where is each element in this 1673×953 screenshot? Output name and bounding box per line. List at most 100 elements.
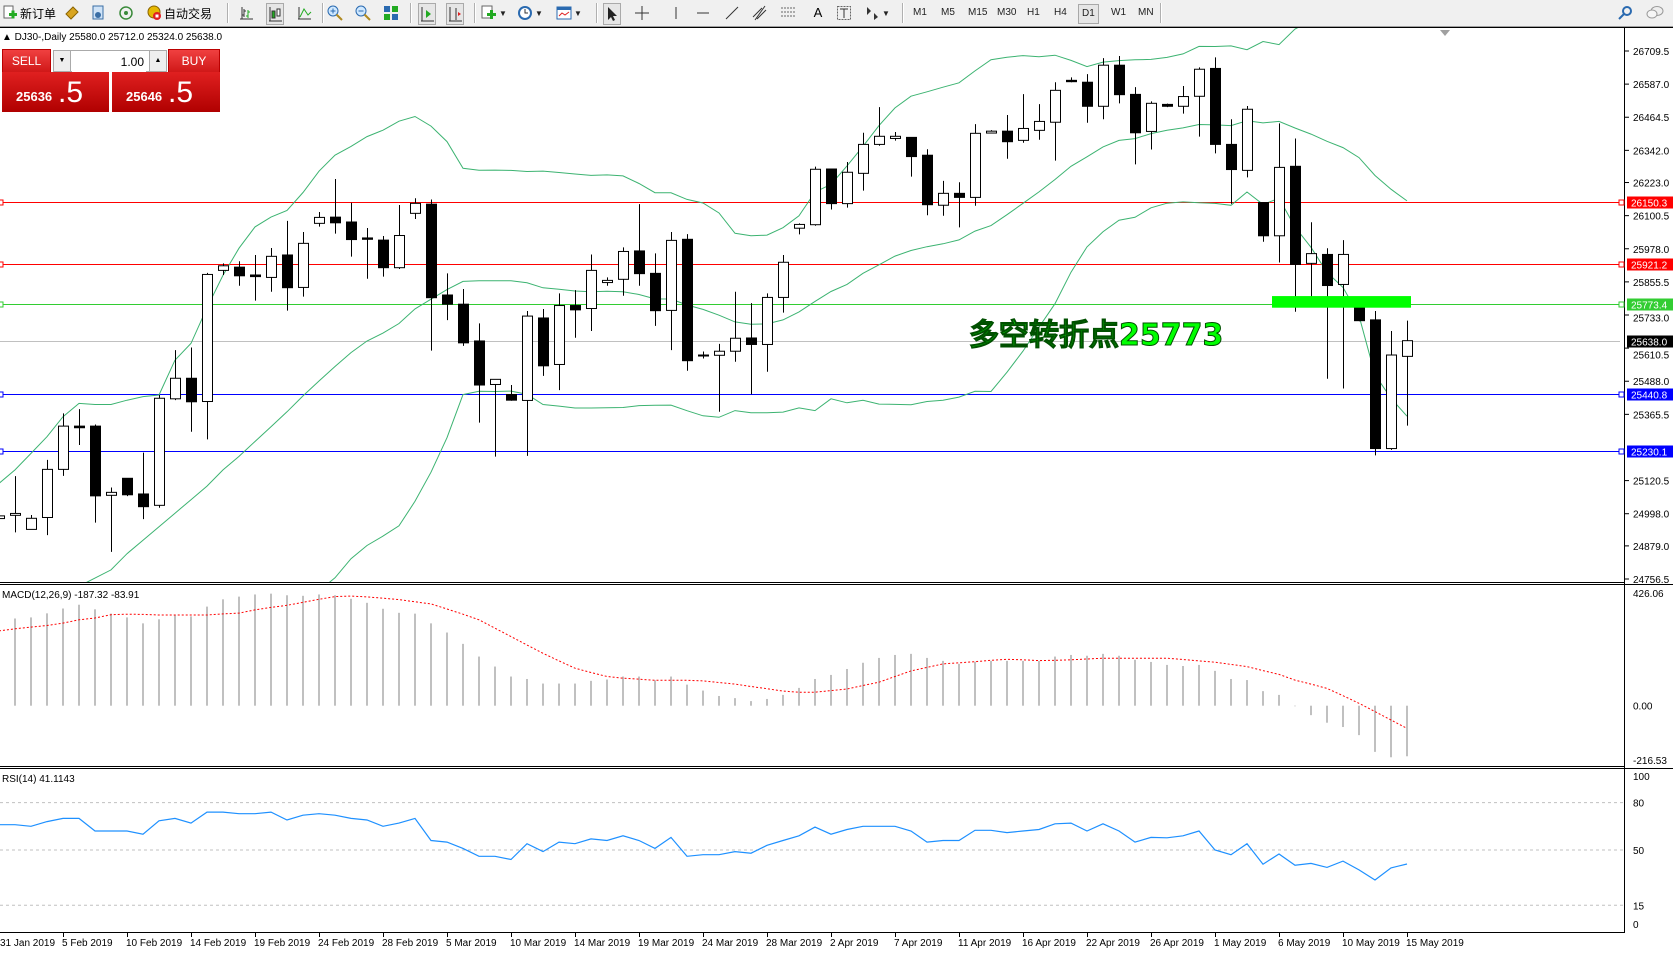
candle-body	[122, 477, 133, 496]
line-chart-button[interactable]	[296, 3, 312, 23]
rsi-tick-label: 15	[1633, 901, 1645, 912]
candle-body	[1098, 64, 1109, 107]
templates-button[interactable]: ▼	[556, 3, 582, 23]
candle-body	[858, 143, 869, 174]
text-label-button[interactable]	[836, 3, 852, 23]
tile-windows-button[interactable]	[383, 3, 399, 23]
date-tick-label: 24 Feb 2019	[318, 938, 375, 949]
candle-body	[1242, 108, 1253, 171]
candle-body	[826, 168, 837, 205]
fibonacci-button[interactable]	[780, 3, 796, 23]
line-handle	[1618, 199, 1625, 206]
new-order-button[interactable]: 新订单	[2, 3, 56, 23]
periods-button[interactable]: ▼	[517, 3, 543, 23]
candle	[282, 220, 293, 311]
candle-body	[1034, 120, 1045, 131]
candle-body	[1258, 202, 1269, 237]
candle	[202, 272, 213, 440]
buy-price-box[interactable]: 25646 .5	[112, 72, 220, 112]
line-handle	[0, 301, 4, 308]
candle	[1370, 310, 1381, 456]
date-tick-label: 5 Feb 2019	[62, 938, 113, 949]
timeframe-m5[interactable]: M5	[941, 7, 955, 18]
market-watch-button[interactable]	[64, 3, 80, 23]
macd-histogram-bar	[942, 660, 944, 706]
price-tick-label: 24998.0	[1633, 510, 1670, 521]
lot-increase-button[interactable]: ▲	[149, 51, 166, 71]
candle-body	[106, 491, 117, 496]
sell-button[interactable]: SELL	[2, 49, 51, 73]
macd-histogram-bar	[94, 609, 96, 706]
candle	[154, 395, 165, 508]
timeframe-w1[interactable]: W1	[1111, 7, 1126, 18]
date-tick-label: 28 Mar 2019	[766, 938, 823, 949]
trendline-button[interactable]	[724, 3, 740, 23]
macd-histogram-bar	[1246, 680, 1248, 706]
timeframe-h4[interactable]: H4	[1054, 7, 1067, 18]
candle	[1066, 77, 1077, 83]
candle-body	[666, 239, 677, 311]
search-button[interactable]	[1617, 3, 1633, 23]
one-click-trading-panel: SELL ▼ ▲ BUY 25636 .5 25646 .5	[2, 49, 220, 112]
equidistant-channel-button[interactable]	[752, 3, 768, 23]
macd-histogram-bar	[462, 643, 464, 706]
autoscroll-button[interactable]	[418, 3, 436, 25]
macd-histogram-bar	[526, 678, 528, 706]
timeframe-m1[interactable]: M1	[913, 7, 927, 18]
zoom-in-button[interactable]	[327, 3, 343, 23]
candle-body	[1082, 81, 1093, 107]
macd-histogram-bar	[110, 613, 112, 706]
buy-button[interactable]: BUY	[168, 49, 220, 73]
chart-shift-button[interactable]	[446, 3, 464, 25]
candle	[1306, 222, 1317, 297]
candle	[570, 290, 581, 338]
macd-histogram-bar	[126, 617, 128, 706]
turning-point-zone	[1272, 296, 1411, 308]
lot-size-input[interactable]	[72, 51, 146, 73]
indicators-button[interactable]: ▼	[481, 3, 507, 23]
timeframe-m15[interactable]: M15	[968, 7, 988, 18]
horizontal-line-button[interactable]	[695, 3, 711, 23]
auto-trading-icon	[146, 5, 162, 21]
timeframe-mn[interactable]: MN	[1138, 7, 1154, 18]
arrows-button[interactable]: ▼	[864, 3, 890, 23]
macd-histogram-bar	[590, 680, 592, 706]
autoscroll-icon	[419, 6, 435, 22]
auto-trading-label: 自动交易	[164, 6, 213, 21]
macd-histogram-bar	[1118, 655, 1120, 706]
candle-body	[570, 305, 581, 311]
candle-body	[682, 238, 693, 362]
lot-size-stepper[interactable]: ▼ ▲	[53, 50, 167, 73]
navigator-button[interactable]	[90, 3, 106, 23]
candle-body	[442, 294, 453, 305]
cursor-button[interactable]	[603, 3, 621, 25]
chart-shift-marker[interactable]	[1440, 30, 1450, 36]
price-tick-label: 26464.5	[1633, 113, 1670, 124]
signals-button[interactable]	[118, 3, 134, 23]
crosshair-button[interactable]	[634, 3, 650, 23]
timeframe-d1[interactable]: D1	[1078, 4, 1099, 24]
timeframe-m30[interactable]: M30	[997, 7, 1017, 18]
sell-price-box[interactable]: 25636 .5	[2, 72, 109, 112]
price-level-badge	[1627, 445, 1673, 458]
candle	[538, 309, 549, 376]
macd-histogram-bar	[1086, 655, 1088, 706]
text-label-icon	[836, 5, 852, 21]
vertical-line-button[interactable]	[668, 3, 684, 23]
candle	[554, 293, 565, 391]
axes: 26709.5 26587.0 26464.5 26342.0 26223.0 26100…	[0, 47, 1673, 949]
zoom-out-button[interactable]	[355, 3, 371, 23]
macd-histogram-bar	[158, 619, 160, 706]
macd-histogram-bar	[782, 694, 784, 706]
lot-decrease-button[interactable]: ▼	[54, 51, 71, 71]
candlestick-button[interactable]	[266, 3, 284, 25]
price-tick-label: 26342.0	[1633, 146, 1670, 157]
bar-chart-button[interactable]	[238, 3, 254, 23]
auto-trading-button[interactable]: 自动交易	[146, 3, 212, 23]
timeframe-h1[interactable]: H1	[1027, 7, 1040, 18]
text-button[interactable]: A	[810, 3, 826, 23]
chat-button[interactable]	[1646, 3, 1664, 23]
macd-histogram-bar	[846, 668, 848, 706]
date-tick-label: 10 May 2019	[1342, 938, 1400, 949]
